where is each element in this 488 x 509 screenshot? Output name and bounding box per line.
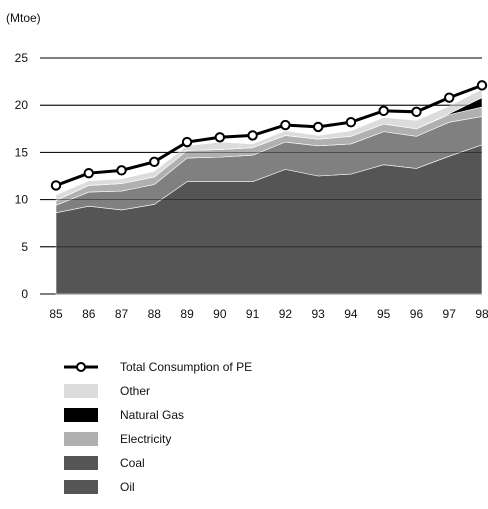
x-tick-label: 88 xyxy=(148,307,162,321)
grid-lines-overlay xyxy=(40,57,482,248)
total-point xyxy=(378,105,389,117)
x-tick-label: 97 xyxy=(443,307,457,321)
x-tick-label: 86 xyxy=(82,307,96,321)
legend-item: Oil xyxy=(64,475,252,499)
legend-label: Oil xyxy=(120,480,135,494)
y-unit-label: (Mtoe) xyxy=(6,11,41,25)
x-tick-label: 91 xyxy=(246,307,260,321)
x-tick-label: 92 xyxy=(279,307,293,321)
total-point xyxy=(312,121,324,133)
total-point xyxy=(345,116,357,128)
legend-label: Other xyxy=(120,384,151,398)
y-tick-label: 20 xyxy=(15,98,29,112)
x-tick-label: 89 xyxy=(180,307,194,321)
x-tick-label: 85 xyxy=(49,307,63,321)
legend-swatch xyxy=(64,408,98,422)
x-axis: 85 86 87 88 89 90 91 92 93 94 95 96 97 98 xyxy=(49,307,488,321)
legend-swatch xyxy=(64,384,98,398)
total-point xyxy=(280,119,291,131)
x-tick-label: 93 xyxy=(311,307,325,321)
legend-item: Total Consumption of PE xyxy=(64,355,252,379)
legend-label: Coal xyxy=(120,456,145,470)
y-tick-label: 15 xyxy=(15,145,29,159)
legend-item: Natural Gas xyxy=(64,403,252,427)
stacked-area-chart: (Mtoe) 0 5 10 15 20 25 85 86 87 88 89 90 91 92 93 94 95… xyxy=(6,11,488,321)
y-tick-label: 10 xyxy=(15,193,29,207)
y-axis: 0 5 10 15 20 25 xyxy=(15,51,29,301)
legend-swatch xyxy=(64,480,98,494)
x-tick-label: 94 xyxy=(344,307,358,321)
total-point xyxy=(476,80,488,91)
legend-item: Electricity xyxy=(64,427,252,451)
legend-label: Natural Gas xyxy=(120,408,185,422)
legend-item: Coal xyxy=(64,451,252,475)
x-tick-label: 87 xyxy=(115,307,129,321)
total-point xyxy=(214,132,226,143)
total-point xyxy=(444,92,455,103)
legend-swatch xyxy=(64,432,98,446)
total-point xyxy=(83,167,94,179)
area-other xyxy=(55,88,483,202)
legend-label: Total Consumption of PE xyxy=(120,360,253,374)
legend-swatch xyxy=(64,362,98,372)
legend: Total Consumption of PE Other Natural Gas E… xyxy=(64,355,252,499)
total-line-group xyxy=(50,80,488,191)
legend-label: Electricity xyxy=(120,432,172,446)
total-point xyxy=(116,165,127,176)
total-point xyxy=(181,136,193,148)
total-consumption-line xyxy=(55,83,483,187)
x-tick-label: 95 xyxy=(377,307,391,321)
y-tick-label: 0 xyxy=(21,287,28,301)
legend-swatch xyxy=(64,456,98,470)
x-tick-label: 90 xyxy=(213,307,227,321)
y-tick-label: 25 xyxy=(15,51,29,65)
total-point xyxy=(149,156,160,168)
x-tick-label: 98 xyxy=(475,307,488,321)
total-point xyxy=(247,130,258,141)
x-tick-label: 96 xyxy=(410,307,424,321)
y-tick-label: 5 xyxy=(21,240,28,254)
total-point xyxy=(50,180,62,191)
legend-item: Other xyxy=(64,379,252,403)
total-point xyxy=(411,106,422,118)
area-layers xyxy=(55,88,483,295)
